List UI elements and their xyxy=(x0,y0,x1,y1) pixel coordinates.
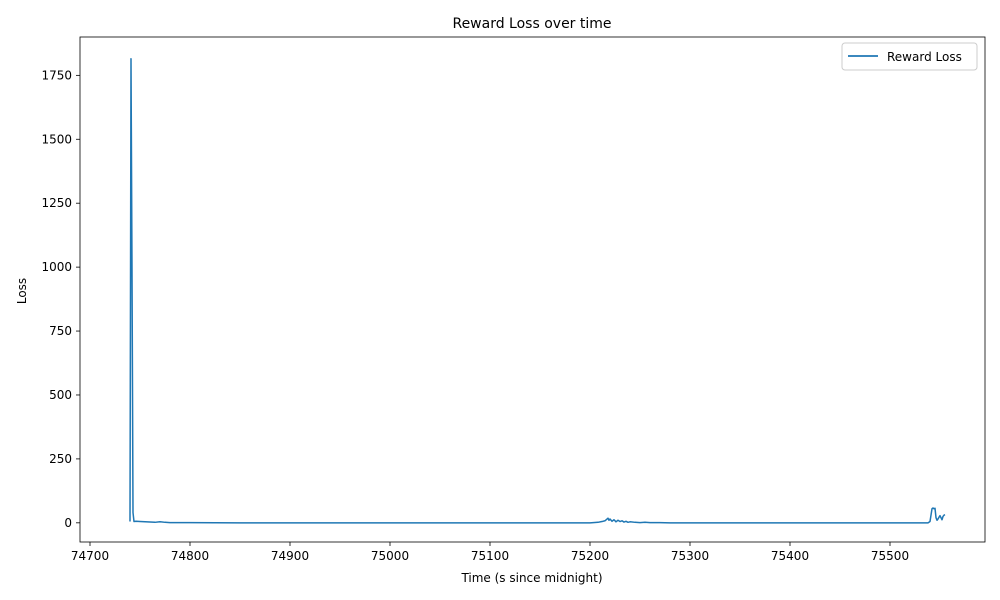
legend-box xyxy=(841,42,978,71)
chart-title: Reward Loss over time xyxy=(452,16,611,32)
plot-frame xyxy=(79,36,986,543)
x-tick-label: 75100 xyxy=(471,549,509,563)
y-tick-label: 0 xyxy=(64,516,72,530)
legend-label: Reward Loss xyxy=(887,50,962,64)
plot-area xyxy=(79,36,986,543)
x-tick-label: 74700 xyxy=(71,549,109,563)
legend: Reward Loss xyxy=(841,42,978,71)
x-tick-label: 75400 xyxy=(771,549,809,563)
x-tick-label: 75300 xyxy=(671,549,709,563)
y-tick-label: 1750 xyxy=(41,68,72,82)
x-axis: 74700 74800 74900 75000 75100 75200 75300 75400… xyxy=(71,542,909,563)
y-tick-label: 1250 xyxy=(41,196,72,210)
x-tick-label: 75500 xyxy=(871,549,909,563)
y-axis: 0 250 500 750 1000 1250 1500 1750 xyxy=(41,68,80,530)
y-tick-label: 750 xyxy=(49,324,72,338)
x-tick-label: 75200 xyxy=(571,549,609,563)
x-tick-label: 75000 xyxy=(371,549,409,563)
x-axis-label: Time (s since midnight) xyxy=(460,571,602,585)
x-tick-label: 74900 xyxy=(271,549,309,563)
y-axis-label: Loss xyxy=(15,278,29,304)
series-line-0 xyxy=(129,57,946,524)
y-tick-label: 1500 xyxy=(41,132,72,146)
y-tick-label: 500 xyxy=(49,388,72,402)
y-tick-label: 1000 xyxy=(41,260,72,274)
x-tick-label: 74800 xyxy=(171,549,209,563)
y-tick-label: 250 xyxy=(49,452,72,466)
